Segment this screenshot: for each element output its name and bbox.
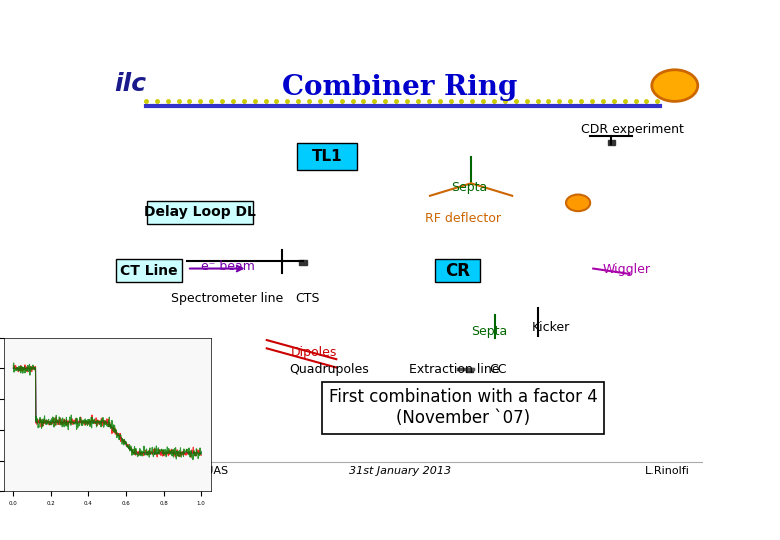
Text: TL1: TL1 — [312, 149, 342, 164]
Text: CR: CR — [445, 261, 470, 280]
Text: L.Rinolfi: L.Rinolfi — [645, 467, 690, 476]
Text: Quadrupoles: Quadrupoles — [289, 363, 370, 376]
Text: Spectrometer line: Spectrometer line — [172, 292, 284, 305]
FancyBboxPatch shape — [147, 201, 254, 224]
Circle shape — [566, 194, 590, 211]
Text: CT Line: CT Line — [120, 264, 178, 278]
Text: Dipoles: Dipoles — [291, 346, 337, 359]
Text: Wiggler: Wiggler — [602, 263, 651, 276]
Text: CDR experiment: CDR experiment — [581, 123, 684, 136]
Text: Extraction line: Extraction line — [409, 363, 499, 376]
Text: RF deflector: RF deflector — [425, 212, 502, 225]
FancyBboxPatch shape — [297, 143, 357, 170]
Text: Septa: Septa — [471, 325, 507, 338]
Text: Combiner Ring: Combiner Ring — [282, 74, 517, 101]
Text: e⁻ beam: e⁻ beam — [200, 260, 254, 273]
Bar — [300, 260, 307, 265]
Text: CTS: CTS — [296, 292, 320, 305]
Text: CC: CC — [489, 363, 507, 376]
FancyBboxPatch shape — [434, 259, 480, 282]
Text: First combination with a factor 4
(November `07): First combination with a factor 4 (Novem… — [329, 388, 597, 427]
Text: Septa: Septa — [451, 181, 488, 194]
Text: Delay Loop DL: Delay Loop DL — [144, 205, 256, 219]
FancyBboxPatch shape — [115, 259, 182, 282]
Bar — [466, 368, 473, 373]
Text: Kicker: Kicker — [531, 321, 569, 334]
Bar — [608, 140, 615, 145]
Text: CLIC seminar at JUAS: CLIC seminar at JUAS — [109, 467, 228, 476]
Text: ilc: ilc — [115, 71, 147, 96]
Text: clic: clic — [665, 80, 684, 91]
Circle shape — [652, 70, 698, 102]
Text: 31st January 2013: 31st January 2013 — [349, 467, 451, 476]
